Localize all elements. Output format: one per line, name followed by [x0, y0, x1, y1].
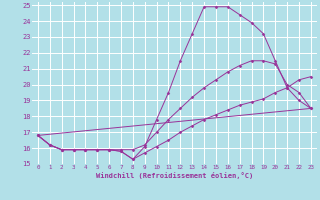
X-axis label: Windchill (Refroidissement éolien,°C): Windchill (Refroidissement éolien,°C) — [96, 172, 253, 179]
